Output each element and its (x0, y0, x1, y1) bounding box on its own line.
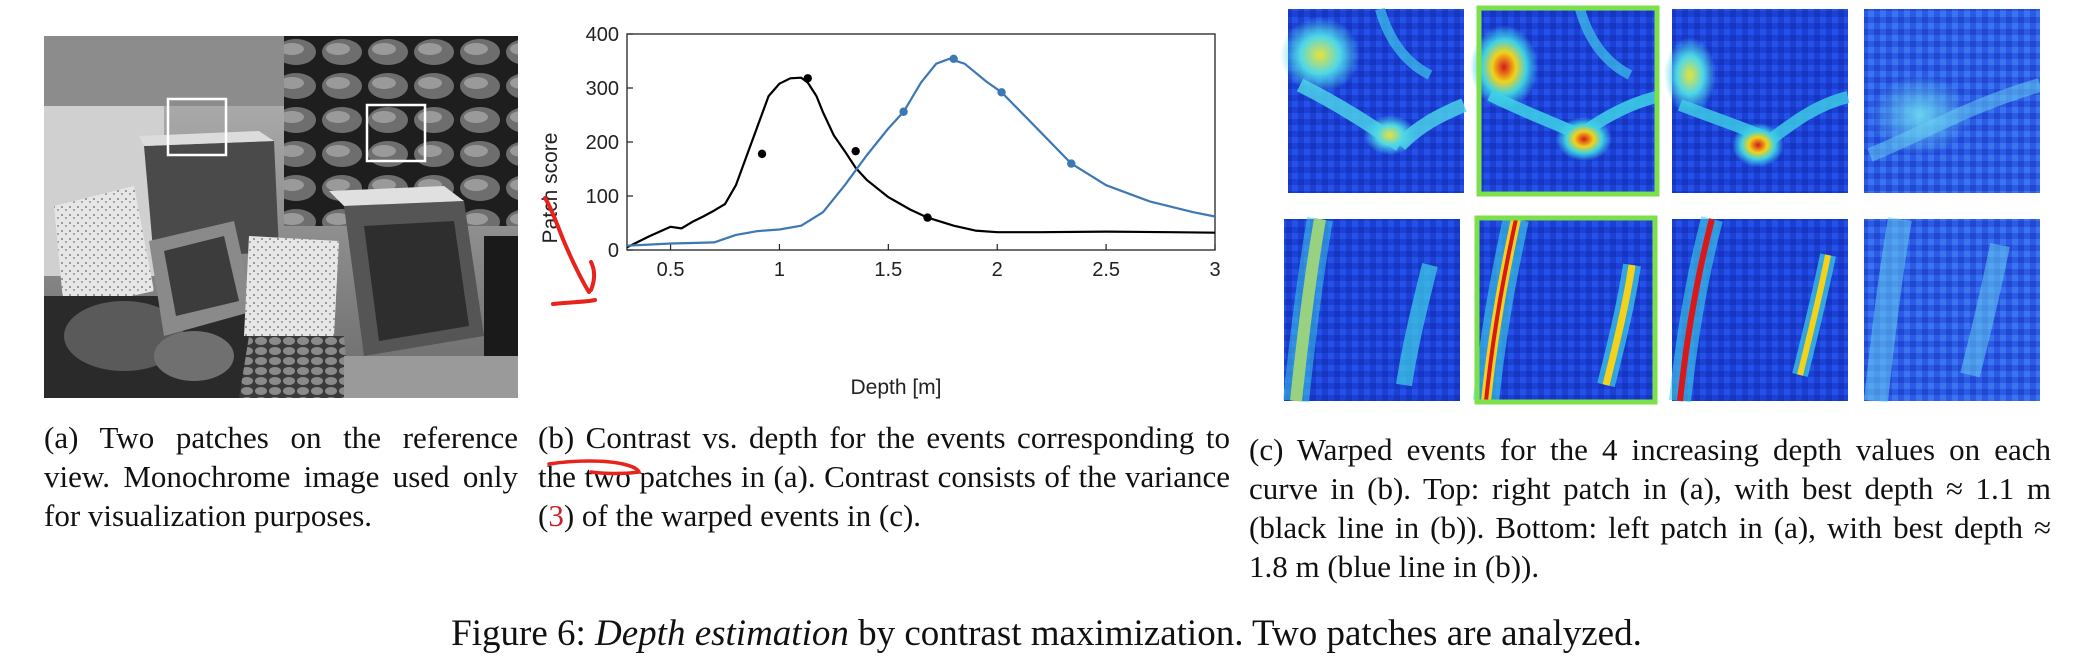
x-tick-label: 2.5 (1092, 259, 1120, 281)
chart-series (626, 54, 1216, 249)
series-2-marker (997, 88, 1006, 97)
heatmap-top-4 (1864, 9, 2042, 193)
caption-a-label: (a) (44, 420, 79, 455)
equation-reference-link[interactable]: 3 (548, 498, 564, 533)
caption-b-mid: vs. depth for the events corresponding t… (538, 420, 1231, 533)
best-depth-highlight-top (1476, 5, 1660, 197)
caption-b-end: ) of the warped events in (c). (563, 498, 922, 533)
caption-c-text: Warped events for the 4 increasing depth… (1249, 432, 2051, 584)
x-tick-label: 2 (992, 259, 1003, 281)
heatmap-bottom-3 (1669, 216, 1848, 403)
figure-caption: Figure 6: Depth estimation by contrast m… (0, 612, 2093, 655)
chart-svg: 0.5 1 1.5 2 2.5 3 0 100 200 300 400 Depth [m] Patc… (539, 24, 1221, 399)
red-underline-annotation (547, 459, 642, 476)
caption-c-label: (c) (1249, 432, 1284, 467)
plot-frame (626, 33, 1216, 251)
heatmap-grid-svg (1280, 5, 2042, 405)
caption-b-underlined-word: Contrast (585, 420, 691, 455)
red-annotation-stroke (543, 196, 597, 306)
best-depth-highlight-bottom (1474, 215, 1658, 405)
heatmap-top-2-best (1470, 5, 1660, 197)
series-line-2 (626, 57, 1216, 247)
reference-view-image (44, 36, 518, 398)
y-tick-label: 400 (586, 24, 619, 46)
series-1-marker (851, 146, 860, 156)
series-1-marker (803, 74, 812, 83)
figure-caption-prefix: Figure 6: (451, 613, 596, 654)
caption-b: (b) Contrast vs. depth for the events co… (538, 418, 1230, 535)
series-line-1 (626, 76, 1216, 249)
heatmap-top-1 (1280, 7, 1467, 193)
series-2-marker (899, 107, 908, 116)
left-patch-marker (166, 97, 228, 157)
x-tick-label: 3 (1209, 259, 1220, 281)
figure-caption-rest: by contrast maximization. Two patches ar… (848, 613, 1642, 654)
series-1-marker (923, 213, 932, 222)
caption-c: (c) Warped events for the 4 increasing d… (1249, 430, 2051, 586)
heatmap-top-3 (1664, 9, 1850, 193)
figure-caption-emph: Depth estimation (595, 613, 849, 654)
heatmap-bottom-2-best (1473, 215, 1658, 405)
y-axis-label: Patch score (539, 133, 562, 244)
reference-image-svg (44, 36, 518, 398)
caption-b-label: (b) (538, 420, 575, 455)
y-tick-label: 100 (586, 186, 619, 208)
contrast-vs-depth-chart: 0.5 1 1.5 2 2.5 3 0 100 200 300 400 Depth [m] Patc… (535, 18, 1235, 408)
x-tick-label: 0.5 (657, 259, 685, 281)
caption-a: (a) Two patches on the reference view. M… (44, 418, 518, 535)
series-1-marker (757, 149, 767, 159)
heatmap-bottom-4 (1864, 216, 2040, 403)
y-tick-label: 200 (586, 132, 619, 154)
right-patch-marker (365, 103, 427, 163)
x-axis-label: Depth [m] (850, 376, 941, 399)
series-2-marker (1067, 159, 1076, 168)
y-tick-label: 300 (586, 78, 619, 100)
y-tick-label: 0 (608, 240, 619, 262)
caption-a-text: Two patches on the reference view. Monoc… (44, 420, 518, 533)
chart-axes: 0.5 1 1.5 2 2.5 3 0 100 200 300 400 (586, 24, 1221, 281)
x-tick-label: 1 (774, 259, 785, 281)
heatmap-bottom-1 (1283, 216, 1460, 403)
warped-events-grid (1280, 5, 2042, 405)
x-tick-label: 1.5 (874, 259, 902, 281)
series-2-marker (949, 54, 958, 64)
